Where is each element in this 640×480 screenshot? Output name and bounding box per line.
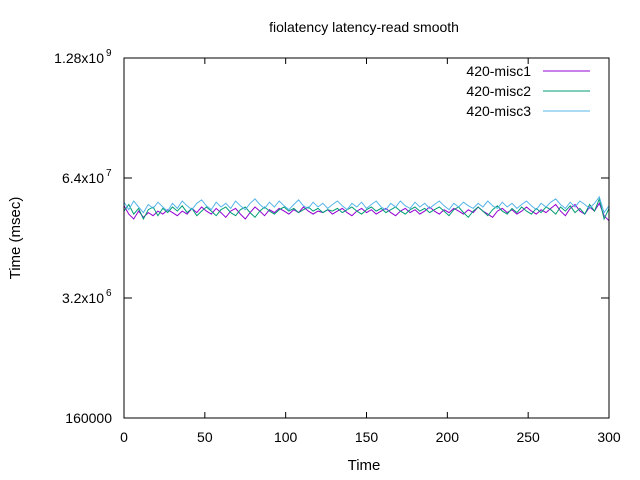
chart-title: fiolatency latency-read smooth: [269, 19, 459, 35]
x-tick-label: 250: [516, 429, 540, 445]
plot-lines: [123, 195, 610, 222]
legend: 420-misc1 420-misc2 420-misc3: [466, 63, 590, 119]
series-line-420-misc3: [123, 195, 610, 214]
plot-frame: [123, 57, 610, 419]
series-line-420-misc1: [123, 202, 610, 222]
x-tick-label: 100: [274, 429, 298, 445]
y-tick-exponent: 9: [106, 48, 112, 59]
y-axis: 160000 3.2x10 6 6.4x10 7 1.28x10 9: [54, 48, 609, 426]
legend-label-420-misc2: 420-misc2: [466, 83, 531, 99]
y-axis-label: Time (msec): [7, 197, 24, 280]
x-axis: 0 50 100 150 200 250 300: [120, 58, 621, 445]
x-tick-label: 150: [355, 429, 379, 445]
series-line-420-misc2: [123, 197, 610, 221]
y-tick-label: 1.28x10: [54, 50, 104, 66]
y-tick-label: 6.4x10: [62, 170, 104, 186]
x-tick-label: 50: [197, 429, 213, 445]
legend-label-420-misc3: 420-misc3: [466, 103, 531, 119]
y-tick-exponent: 7: [106, 168, 112, 179]
legend-label-420-misc1: 420-misc1: [466, 63, 531, 79]
x-tick-label: 300: [597, 429, 621, 445]
y-tick-exponent: 6: [106, 288, 112, 299]
x-tick-label: 200: [436, 429, 460, 445]
x-tick-label: 0: [120, 429, 128, 445]
y-tick-label: 3.2x10: [62, 290, 104, 306]
y-tick-label: 160000: [65, 410, 112, 426]
x-axis-label: Time: [348, 457, 381, 474]
